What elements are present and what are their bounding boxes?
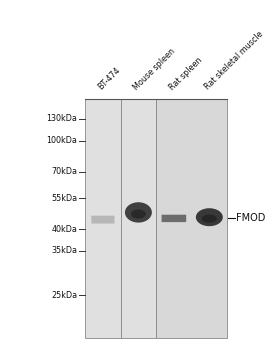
Text: FMOD: FMOD <box>236 214 265 223</box>
Text: 130kDa: 130kDa <box>46 114 78 124</box>
Text: 55kDa: 55kDa <box>51 194 78 203</box>
FancyBboxPatch shape <box>91 216 115 224</box>
Ellipse shape <box>125 202 152 223</box>
Bar <box>121 99 156 338</box>
Ellipse shape <box>131 209 146 219</box>
Text: 25kDa: 25kDa <box>51 290 78 300</box>
Text: 40kDa: 40kDa <box>52 225 78 234</box>
Text: Rat spleen: Rat spleen <box>167 55 204 92</box>
Text: 100kDa: 100kDa <box>46 136 78 145</box>
Ellipse shape <box>202 215 217 223</box>
Text: BT-474: BT-474 <box>97 66 122 92</box>
FancyBboxPatch shape <box>161 215 186 222</box>
Text: Mouse spleen: Mouse spleen <box>132 47 177 92</box>
Text: Rat skeletal muscle: Rat skeletal muscle <box>203 30 265 92</box>
Text: 70kDa: 70kDa <box>51 167 78 176</box>
Bar <box>156 99 227 338</box>
Text: 35kDa: 35kDa <box>51 246 78 255</box>
Bar <box>85 99 121 338</box>
Ellipse shape <box>196 208 223 226</box>
